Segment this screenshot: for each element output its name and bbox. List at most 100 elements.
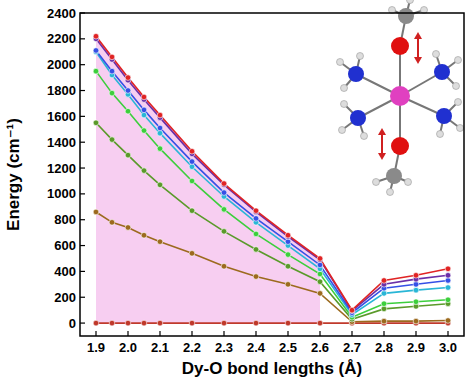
atom-h [357,53,364,60]
point [349,308,355,314]
atom-h [455,99,462,106]
x-tick-label: 2.2 [183,340,201,355]
y-tick-label: 2000 [47,57,76,72]
point [221,181,227,187]
y-tick [80,64,85,65]
point [157,182,163,188]
point [125,320,131,326]
x-tick-label: 2.5 [279,340,297,355]
chart: 0200400600800100012001400160018002000220… [0,0,474,385]
molecule-inset [337,0,464,196]
atom-c [386,168,402,184]
point [109,54,115,60]
atom [436,108,452,124]
point [125,225,131,231]
point [285,263,291,269]
point [221,229,227,235]
point [157,130,163,136]
point [125,88,131,94]
point [109,137,115,143]
y-tick [80,322,85,323]
point [445,272,451,278]
point [109,320,115,326]
y-tick [80,297,85,298]
series-line [96,71,448,317]
x-tick-label: 2.1 [151,340,169,355]
point [141,168,147,174]
x-tick [159,331,160,336]
point [285,232,291,238]
y-tick-label: 800 [54,212,76,227]
point [125,75,131,81]
point [381,301,387,307]
point [445,285,451,291]
atom-dy [390,86,410,106]
point [445,297,451,303]
point [253,320,259,326]
y-tick [80,38,85,39]
atom [350,110,366,126]
point [157,112,163,118]
x-tick [127,331,128,336]
plot-frame [80,13,464,336]
point [93,320,99,326]
atom [348,66,364,82]
point [189,164,195,170]
x-axis-label: Dy-O bond lengths (Å) [182,359,362,378]
y-tick [80,193,85,194]
y-tick-label: 1400 [47,135,76,150]
x-tick [319,331,320,336]
y-tick-label: 600 [54,238,76,253]
point [157,239,163,245]
point [445,266,451,272]
point [141,128,147,134]
point [221,207,227,213]
y-tick [80,90,85,91]
y-tick [80,12,85,13]
arrow [417,37,419,59]
y-tick [80,271,85,272]
atom-h [457,125,464,132]
point [109,220,115,226]
point [253,231,259,237]
point [445,278,451,284]
x-tick-label: 2.9 [407,340,425,355]
point [109,68,115,74]
point [253,208,259,214]
point [381,318,387,324]
atom-h [437,131,444,138]
y-axis-label: Energy (cm⁻¹) [4,118,23,231]
point [157,125,163,131]
point [141,232,147,238]
point [125,152,131,158]
point [189,320,195,326]
x-tick-label: 2.7 [343,340,361,355]
atom [391,137,409,155]
atom-h [361,133,368,140]
y-tick [80,142,85,143]
y-tick-label: 1600 [47,109,76,124]
point [317,291,323,297]
point [285,320,291,326]
x-tick-label: 2.0 [119,340,137,355]
arrow [381,133,383,155]
point [221,263,227,269]
y-tick-label: 1200 [47,161,76,176]
plot-area [93,33,451,325]
y-tick [80,167,85,168]
point [189,159,195,165]
y-tick [80,116,85,117]
atom [434,64,450,80]
x-tick-label: 2.3 [215,340,233,355]
arrow-head [414,57,422,64]
point [413,287,419,293]
point [157,320,163,326]
point [381,306,387,312]
x-tick-label: 2.8 [375,340,393,355]
arrow-head [378,128,386,135]
point [157,146,163,152]
point [413,318,419,324]
atom-h [341,101,348,108]
point [253,247,259,253]
x-tick [223,331,224,336]
